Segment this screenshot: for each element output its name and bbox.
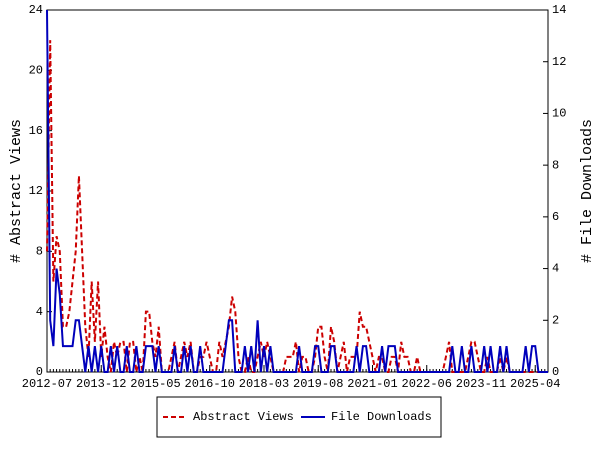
legend: [156, 396, 442, 438]
y2-tick-label: 2: [552, 313, 559, 327]
y2-tick-label: 10: [552, 107, 566, 121]
x-tick-label: 2012-07: [22, 377, 72, 391]
y2-axis-title: # File Downloads: [579, 119, 596, 263]
series-line: [46, 9, 548, 373]
y-tick-label: 24: [29, 3, 43, 17]
x-tick-label: 2018-03: [239, 377, 289, 391]
y2-tick-label: 4: [552, 262, 559, 276]
x-tick-label: 2015-05: [130, 377, 180, 391]
series-line: [46, 40, 548, 373]
legend-label: Abstract Views: [193, 410, 294, 424]
x-tick-label: 2019-08: [293, 377, 343, 391]
y-tick-label: 16: [29, 124, 43, 138]
y-axis-title: # Abstract Views: [8, 119, 25, 263]
x-tick-label: 2023-11: [456, 377, 506, 391]
y2-tick-label: 8: [552, 158, 559, 172]
y-tick-label: 20: [29, 64, 43, 78]
y2-tick-label: 0: [552, 365, 559, 379]
legend-label: File Downloads: [331, 410, 432, 424]
x-tick-label: 2013-12: [76, 377, 126, 391]
y-tick-label: 8: [36, 245, 43, 259]
y-tick-label: 0: [36, 365, 43, 379]
plot-frame: [46, 9, 549, 373]
y2-tick-label: 14: [552, 3, 566, 17]
y2-tick-label: 12: [552, 55, 566, 69]
x-tick-label: 2021-01: [347, 377, 397, 391]
x-tick-label: 2016-10: [185, 377, 235, 391]
y-tick-label: 4: [36, 305, 43, 319]
y2-tick-label: 6: [552, 210, 559, 224]
x-tick-label: 2025-04: [510, 377, 560, 391]
x-tick-label: 2022-06: [402, 377, 452, 391]
y-tick-label: 12: [29, 184, 43, 198]
